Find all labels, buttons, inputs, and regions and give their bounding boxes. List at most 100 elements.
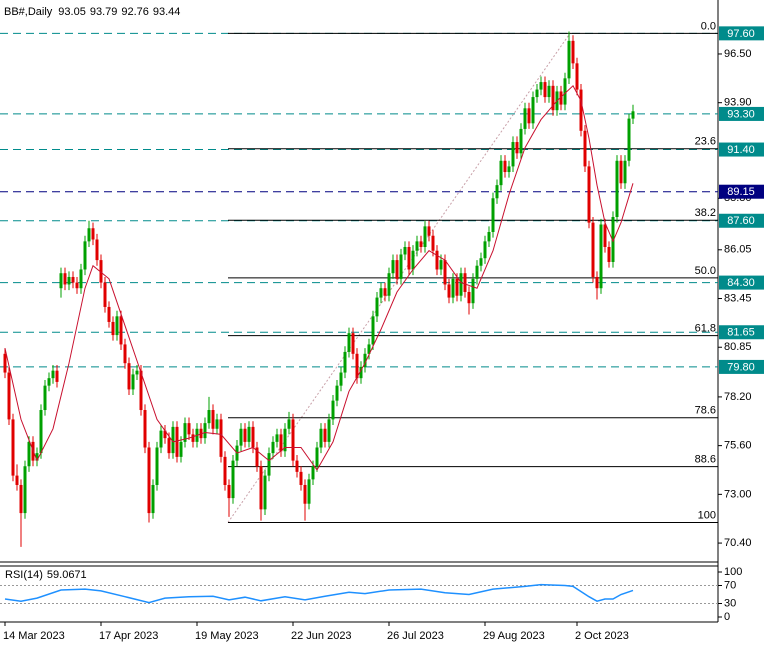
level-box bbox=[719, 359, 764, 374]
candle-body bbox=[83, 241, 87, 270]
candle-body bbox=[323, 428, 327, 442]
y-tick-label: 93.90 bbox=[724, 97, 752, 109]
candle-body bbox=[247, 426, 251, 442]
candle-body bbox=[163, 430, 167, 439]
candle-body bbox=[335, 385, 339, 401]
candle-body bbox=[123, 344, 127, 364]
close: 93.44 bbox=[153, 6, 181, 18]
level-box bbox=[719, 184, 764, 199]
x-tick-label: 17 Apr 2023 bbox=[99, 630, 158, 642]
candle-body bbox=[95, 239, 99, 261]
candle-body bbox=[391, 260, 395, 274]
candle-body bbox=[463, 273, 467, 292]
open: 93.05 bbox=[58, 6, 86, 18]
candle-body bbox=[207, 410, 211, 424]
y-tick-label: 83.45 bbox=[724, 292, 752, 304]
level-box bbox=[719, 213, 764, 228]
y-tick-label: 100 bbox=[724, 566, 742, 578]
candle-body bbox=[179, 441, 183, 457]
candle-body bbox=[215, 419, 219, 429]
y-tick-label: 86.05 bbox=[724, 244, 752, 256]
candle-body bbox=[231, 460, 235, 499]
candle-body bbox=[255, 447, 259, 467]
candle-body bbox=[19, 484, 23, 514]
candle-body bbox=[3, 353, 7, 373]
candle-body bbox=[587, 166, 591, 223]
level-label: 89.15 bbox=[727, 186, 755, 198]
level-box bbox=[719, 325, 764, 340]
rsi-line bbox=[4, 583, 634, 604]
candle-body bbox=[359, 366, 363, 379]
fib-label: 23.6 bbox=[695, 136, 716, 148]
y-tick-label: 73.00 bbox=[724, 488, 752, 500]
candle-body bbox=[355, 353, 359, 379]
chart-header: BB#,Daily 93.05 93.79 92.76 93.44 bbox=[4, 6, 180, 18]
candle-body bbox=[343, 351, 347, 373]
candle-body bbox=[603, 224, 607, 247]
candle-body bbox=[351, 333, 355, 354]
candle-body bbox=[535, 89, 539, 98]
candle-body bbox=[619, 160, 623, 184]
candle-body bbox=[151, 484, 155, 514]
candle-body bbox=[75, 282, 79, 289]
level-box bbox=[719, 275, 764, 290]
fib-label: 38.2 bbox=[695, 207, 716, 219]
candle-body bbox=[47, 378, 51, 386]
candle-body bbox=[571, 40, 575, 64]
candle-body bbox=[263, 475, 267, 510]
candle-body bbox=[467, 291, 471, 304]
candle-body bbox=[547, 85, 551, 98]
candle-body bbox=[627, 118, 631, 161]
candle-body bbox=[79, 269, 83, 289]
candle-body bbox=[171, 426, 175, 454]
candle-body bbox=[451, 278, 455, 298]
candle-body bbox=[407, 246, 411, 270]
x-tick-label: 14 Mar 2023 bbox=[3, 630, 65, 642]
candle-body bbox=[327, 419, 331, 442]
candle-body bbox=[155, 447, 159, 485]
candle-body bbox=[615, 160, 619, 218]
candle-body bbox=[399, 254, 403, 279]
candle-body bbox=[379, 288, 383, 298]
candle-body bbox=[219, 419, 223, 457]
candle-body bbox=[319, 428, 323, 448]
candle-body bbox=[455, 278, 459, 296]
candle-body bbox=[55, 370, 59, 382]
level-box bbox=[719, 106, 764, 121]
candle-body bbox=[403, 246, 407, 255]
candle-body bbox=[131, 374, 135, 390]
y-tick-label: 75.60 bbox=[724, 440, 752, 452]
candle-body bbox=[471, 278, 475, 304]
level-label: 84.30 bbox=[727, 277, 755, 289]
candle-body bbox=[363, 353, 367, 367]
candle-body bbox=[631, 111, 635, 119]
x-tick-label: 29 Aug 2023 bbox=[483, 630, 545, 642]
candle-body bbox=[563, 78, 567, 105]
y-tick-label: 78.20 bbox=[724, 391, 752, 403]
candle-body bbox=[311, 466, 315, 480]
candle-body bbox=[443, 260, 447, 285]
candle-body bbox=[447, 284, 451, 298]
candle-body bbox=[411, 250, 415, 270]
candle-body bbox=[23, 466, 27, 514]
candle-body bbox=[479, 258, 483, 266]
candle-body bbox=[415, 241, 419, 251]
level-box bbox=[719, 142, 764, 157]
candle-body bbox=[439, 260, 443, 270]
candle-body bbox=[63, 273, 67, 285]
candle-body bbox=[243, 428, 247, 442]
candle-body bbox=[107, 306, 111, 322]
candle-body bbox=[11, 419, 15, 476]
candle-body bbox=[183, 423, 187, 442]
y-tick-label: 96.50 bbox=[724, 48, 752, 60]
candle-body bbox=[595, 276, 599, 289]
candle-body bbox=[423, 226, 427, 247]
candle-body bbox=[143, 410, 147, 448]
candle-body bbox=[175, 426, 179, 457]
candle-body bbox=[279, 434, 283, 452]
y-tick-label: 70 bbox=[724, 579, 736, 591]
y-tick-label: 70.40 bbox=[724, 537, 752, 549]
candle-body bbox=[315, 447, 319, 467]
candle-body bbox=[223, 456, 227, 485]
candle-body bbox=[287, 419, 291, 429]
